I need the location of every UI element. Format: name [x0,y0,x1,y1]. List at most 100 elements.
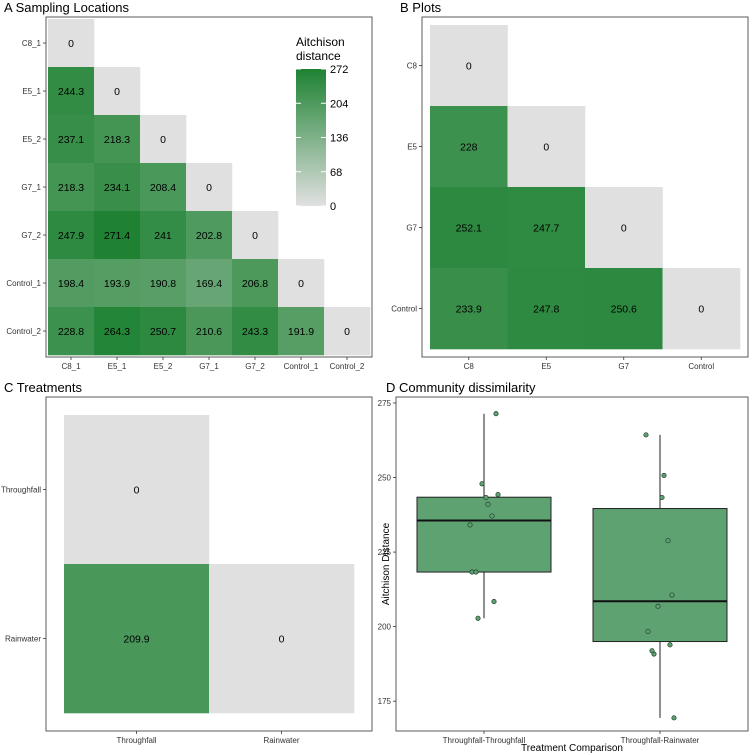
data-point-throughfall-rainwater [659,494,665,501]
y-tick-label-g7-2: G7_2 [21,231,41,240]
heatmap-cell-g7-1-c8-1 [48,163,95,212]
x-tick-label-g7-2: G7_2 [245,362,265,371]
cell-value-label: 0 [114,86,120,98]
heatmap-cell-control-1-g7-1 [186,259,233,308]
heatmap-cell-control-2-control-1 [278,307,325,356]
cell-value-label: 191.9 [288,326,314,338]
y-tick-label-g7: G7 [406,224,417,233]
heatmap-cell-e5-c8 [430,106,508,188]
cell-value-label: 208.4 [150,182,176,194]
cell-value-label: 250.6 [611,304,637,316]
heatmap-cell-control-g7 [585,268,663,350]
heatmap-cell-e5-2-e5-2 [140,115,187,164]
heatmap-cell-g7-2-e5-1 [94,211,141,260]
heatmap-cell-g7-2-g7-1 [186,211,233,260]
panel-title: B Plots [400,0,442,15]
heatmap-cell-control-2-e5-1 [94,307,141,356]
y-tick-label-rainwater: Rainwater [5,635,41,644]
heatmap-cell-control-c8 [430,268,508,350]
cell-value-label: 218.3 [104,134,130,146]
panel-title: C Treatments [4,380,83,395]
heatmap-cell-control-2-control-2 [324,307,371,356]
cell-value-label: 0 [252,230,258,242]
legend-title-line2: distance [296,49,341,63]
heatmap-cell-g7-e5 [507,187,586,269]
y-tick-label: 175 [378,697,392,706]
panel-c-treatments: C Treatments 0 209.9 0 Throughfall Throughfal… [1,380,373,745]
legend-title-line1: Aitchison [296,35,345,49]
panel-title: D Community dissimilarity [386,380,536,395]
cell-value-label: 0 [68,38,74,50]
x-tick-label-throughfall-throughfall: Throughfall-Throughfall [443,736,526,745]
y-tick-label-e5: E5 [407,143,417,152]
panel-title: A Sampling Locations [4,0,130,15]
heatmap-cell-e5-2-c8-1 [48,115,95,164]
data-point-throughfall-rainwater [643,432,649,438]
heatmap-cell-control-e5 [507,268,586,350]
y-tick-label: 225 [378,548,392,557]
legend-tick-label: 204 [330,98,348,110]
cell-value-label: 252.1 [456,223,482,235]
heatmap-cell-control-1-c8-1 [48,259,95,308]
data-point-throughfall-throughfall [491,599,497,605]
x-axis-title: Treatment Comparison [521,743,623,754]
legend-tick-label: 272 [330,64,348,76]
data-point-throughfall-throughfall [483,494,489,501]
legend-tick-label: 0 [330,201,336,213]
data-point-throughfall-rainwater [669,592,675,598]
data-point-throughfall-throughfall [489,513,495,519]
heatmap-cell-e5-1-e5-1 [94,67,141,116]
cell-value-label: 234.1 [104,182,130,194]
heatmap-cell-control-2-c8-1 [48,307,95,356]
x-tick-label-rainwater: Rainwater [263,736,299,745]
cell-value-label: 237.1 [58,134,84,146]
cell-value-label: 198.4 [58,278,84,290]
cell-value-label: 0 [621,223,627,235]
heatmap-cell-control-2-g7-2 [232,307,279,356]
y-tick-label: 275 [378,399,392,408]
heatmap-cell-g7-2-e5-2 [140,211,187,260]
panel-a-sampling-locations: A Sampling Locations 0 244.3 0 237.1 218.3 0 21… [4,0,373,371]
cell-value-label: 209.9 [123,634,149,646]
x-tick-label-throughfall: Throughfall [116,736,156,745]
x-tick-label-control-1: Control_1 [284,362,319,371]
heatmap-cell-throughfall-throughfall [64,415,210,565]
data-point-throughfall-throughfall [493,411,499,417]
heatmap-cell-g7-c8 [430,187,508,269]
cell-value-label: 0 [134,485,140,497]
heatmap-cell-control-2-e5-2 [140,307,187,356]
data-point-throughfall-throughfall [479,481,485,487]
heatmap-cell-e5-e5 [507,106,586,188]
cell-value-label: 247.7 [533,223,559,235]
cell-value-label: 202.8 [196,230,222,242]
x-tick-label-e5-1: E5_1 [108,362,127,371]
cell-value-label: 0 [206,182,212,194]
x-tick-label-g7: G7 [618,362,629,371]
cell-value-label: 0 [344,326,350,338]
data-point-throughfall-rainwater [661,472,667,478]
heatmap-cell-g7-1-e5-2 [140,163,187,212]
panel-d-community-dissimilarity: D Community dissimilarity 175 200 225 250 275… [378,380,749,754]
y-tick-label-e5-1: E5_1 [22,87,41,96]
heatmap-cell-g7-1-g7-1 [186,163,233,212]
heatmap-cell-g7-g7 [585,187,663,269]
y-tick-label-c8-1: C8_1 [22,39,42,48]
x-tick-label-control: Control [688,362,714,371]
data-point-throughfall-throughfall [473,569,479,575]
box-throughfall-rainwater [592,508,728,643]
heatmap-cell-e5-1-c8-1 [48,67,95,116]
x-tick-label-control-2: Control_2 [330,362,365,371]
heatmap-cell-c8-1-c8-1 [48,19,95,68]
panel-frame [421,16,749,358]
x-tick-label-c8: C8 [464,362,475,371]
box-throughfall-throughfall [416,496,552,573]
heatmap-cell-g7-2-c8-1 [48,211,95,260]
cell-value-label: 0 [160,134,166,146]
cell-value-label: 271.4 [104,230,130,242]
heatmap-cell-e5-2-e5-1 [94,115,141,164]
cell-value-label: 0 [466,61,472,73]
data-point-throughfall-rainwater [645,628,651,634]
y-tick-label-e5-2: E5_2 [22,135,41,144]
cell-value-label: 228 [460,142,478,154]
